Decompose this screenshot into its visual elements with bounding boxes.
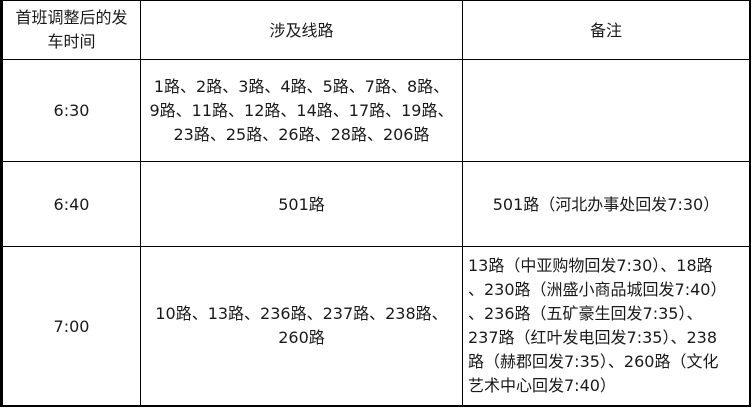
table-row-routes: 501路 xyxy=(141,162,462,246)
routes-line: 23路、25路、26路、28路、206路 xyxy=(173,124,430,144)
table-row-routes: 10路、13路、236路、237路、238路、 260路 xyxy=(141,247,462,405)
time-value: 7:00 xyxy=(53,316,90,336)
notes-line: 13路（中亚购物回发7:30）、18路 xyxy=(468,256,713,275)
table-row-time: 6:40 xyxy=(3,162,140,246)
column-divider xyxy=(462,0,463,407)
routes-line: 501路 xyxy=(278,194,325,214)
header-notes-label: 备注 xyxy=(589,20,622,40)
notes-line: 、230路（洲盛小商品城回发7:40） xyxy=(468,280,727,299)
notes-line: 237路（红叶发电回发7:35）、238 xyxy=(468,328,718,347)
header-time-line: 车时间 xyxy=(47,32,96,51)
routes-line: 9路、11路、12路、14路、17路、19路、 xyxy=(149,100,454,120)
table-row-notes: 13路（中亚购物回发7:30）、18路 、230路（洲盛小商品城回发7:40） … xyxy=(463,247,749,405)
column-divider xyxy=(140,0,141,407)
row-divider xyxy=(0,59,751,60)
routes-line: 260路 xyxy=(278,328,325,347)
header-notes: 备注 xyxy=(463,1,749,59)
header-time: 首班调整后的发 车时间 xyxy=(3,1,140,59)
table-row-time: 6:30 xyxy=(3,60,140,161)
row-divider xyxy=(0,161,751,162)
row-divider xyxy=(0,0,751,1)
notes-line: 艺术中心回发7:40） xyxy=(468,376,616,395)
table-row-routes: 1路、2路、3路、4路、5路、7路、8路、 9路、11路、12路、14路、17路… xyxy=(141,60,462,161)
header-time-line: 首班调整后的发 xyxy=(15,8,128,27)
header-routes: 涉及线路 xyxy=(141,1,462,59)
routes-line: 1路、2路、3路、4路、5路、7路、8路、 xyxy=(153,76,450,96)
row-divider xyxy=(0,405,751,407)
table-row-time: 7:00 xyxy=(3,247,140,405)
routes-line: 10路、13路、236路、237路、238路、 xyxy=(155,304,448,323)
time-value: 6:30 xyxy=(53,101,90,120)
time-value: 6:40 xyxy=(53,194,90,214)
notes-line: 、236路（五矿豪生回发7:35）、 xyxy=(468,304,703,323)
notes-line: 路（赫郡回发7:35）、260路（文化 xyxy=(468,352,719,371)
table-border xyxy=(749,0,751,407)
table-border xyxy=(0,0,3,407)
table-row-notes: 501路（河北办事处回发7:30） xyxy=(463,162,749,246)
header-routes-label: 涉及线路 xyxy=(269,20,334,40)
row-divider xyxy=(0,246,751,247)
notes-line: 501路（河北办事处回发7:30） xyxy=(492,194,720,214)
